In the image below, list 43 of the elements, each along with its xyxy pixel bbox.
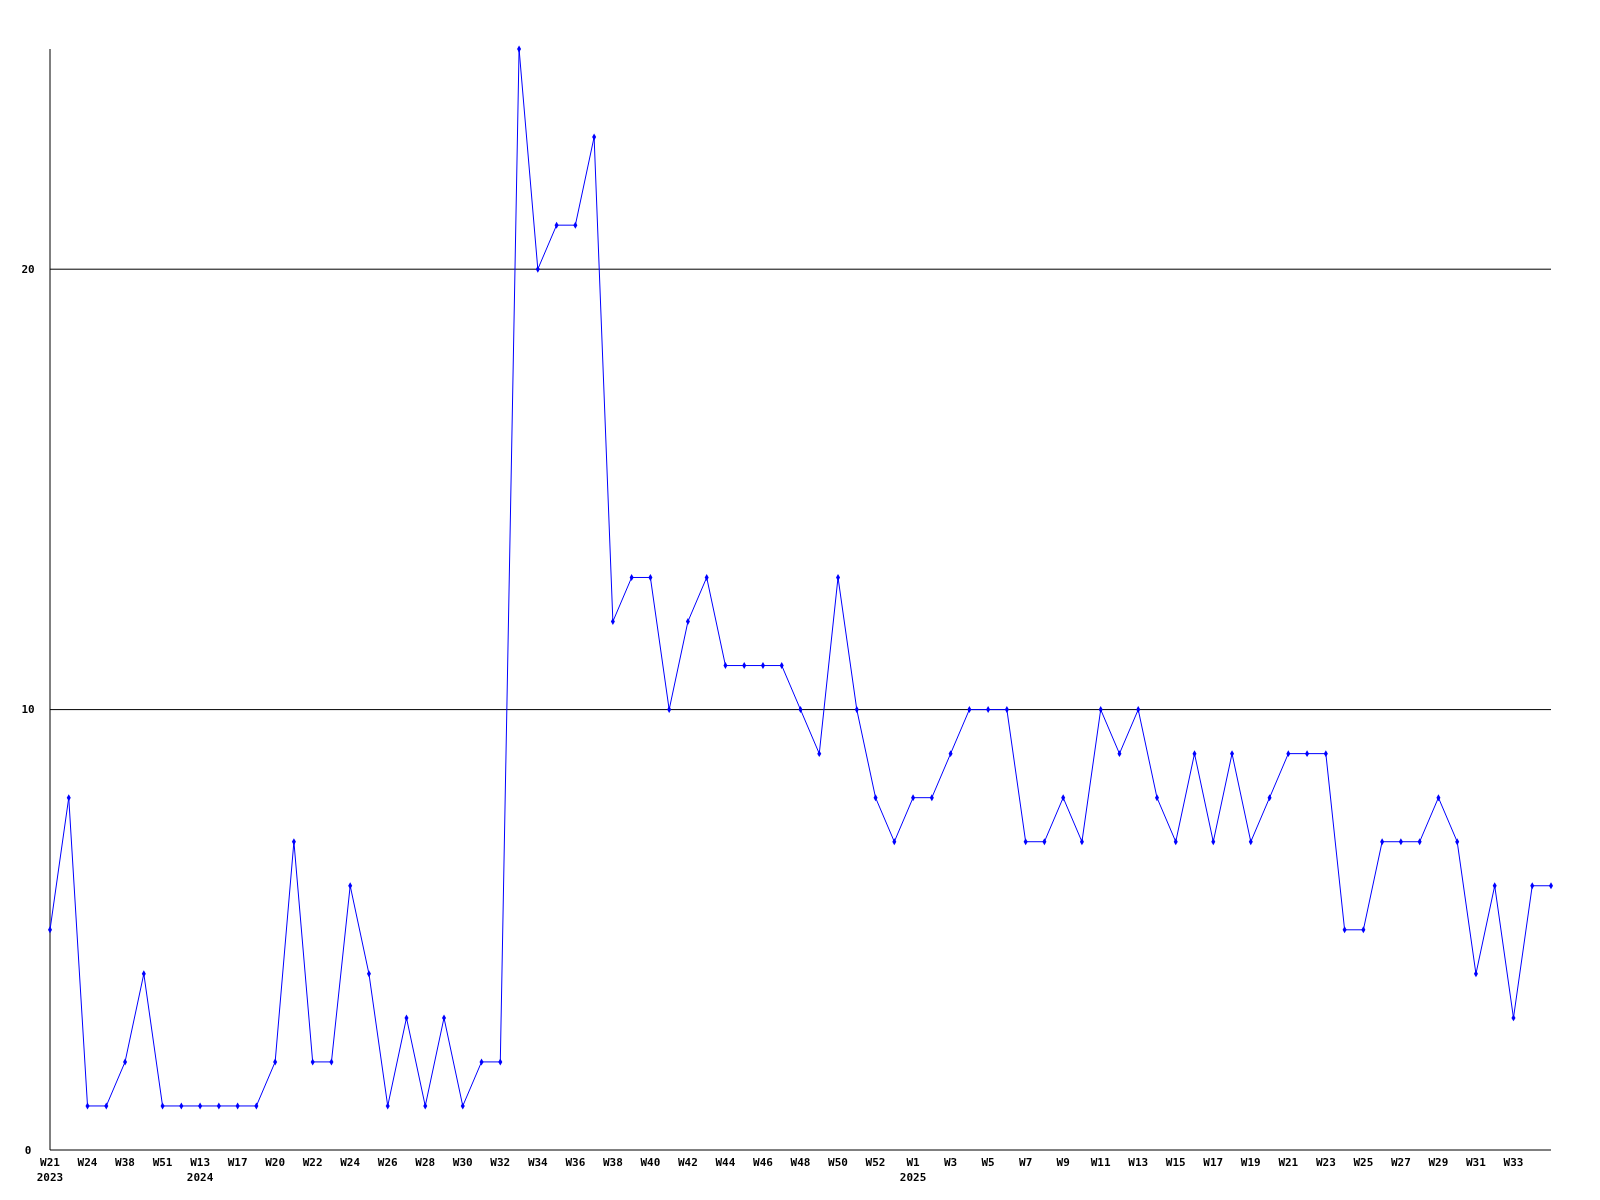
- x-tick-label: W24: [340, 1156, 361, 1169]
- y-tick-label: 0: [24, 1143, 32, 1157]
- x-tick-label: W7: [1019, 1156, 1033, 1169]
- x-tick-label: W3: [943, 1156, 958, 1169]
- x-tick-label: W13: [1128, 1156, 1149, 1169]
- x-tick-label: W21: [1278, 1156, 1299, 1169]
- x-tick-label: W26: [377, 1156, 399, 1169]
- x-tick-label: W30: [452, 1156, 473, 1169]
- x-tick-label: W32: [490, 1156, 511, 1169]
- x-tick-label: W9: [1056, 1156, 1070, 1169]
- x-tick-label: W24: [77, 1156, 98, 1169]
- x-tick-label: W50: [828, 1156, 848, 1169]
- x-tick-label: W40: [640, 1156, 661, 1169]
- x-tick-label: W51: [152, 1156, 173, 1169]
- x-tick-label: W19: [1240, 1156, 1261, 1169]
- x-tick-label: W23: [1315, 1156, 1336, 1169]
- y-tick-label: 20: [21, 263, 35, 277]
- x-tick-label: W22: [302, 1156, 323, 1169]
- x-tick-label: W42: [677, 1156, 698, 1169]
- x-tick-label: W11: [1090, 1156, 1112, 1169]
- x-tick-label: W38: [115, 1156, 135, 1169]
- x-tick-label: W17: [1203, 1156, 1224, 1169]
- x-tick-label: W31: [1466, 1156, 1487, 1169]
- x-tick-label: W21 2023: [36, 1156, 64, 1184]
- y-tick-label: 10: [21, 703, 35, 717]
- x-tick-label: W38: [602, 1156, 623, 1169]
- x-tick-label: W5: [981, 1156, 995, 1169]
- x-tick-label: W17: [227, 1156, 248, 1169]
- x-tick-label: W46: [753, 1156, 774, 1169]
- x-tick-label: W34: [527, 1156, 549, 1169]
- x-tick-label: W28: [415, 1156, 436, 1169]
- x-tick-label: W36: [565, 1156, 586, 1169]
- x-tick-label: W29: [1428, 1156, 1449, 1169]
- x-tick-label: W25: [1353, 1156, 1374, 1169]
- x-tick-label: W44: [715, 1156, 736, 1169]
- x-tick-label: W1 2025: [899, 1156, 927, 1184]
- x-tick-label: W20: [265, 1156, 286, 1169]
- x-tick-label: W33: [1503, 1156, 1524, 1169]
- x-tick-label: W52: [865, 1156, 886, 1169]
- x-tick-label: W48: [790, 1156, 811, 1169]
- x-tick-label: W13 2024: [186, 1156, 214, 1184]
- x-tick-label: W15: [1165, 1156, 1186, 1169]
- x-tick-label: W27: [1390, 1156, 1411, 1169]
